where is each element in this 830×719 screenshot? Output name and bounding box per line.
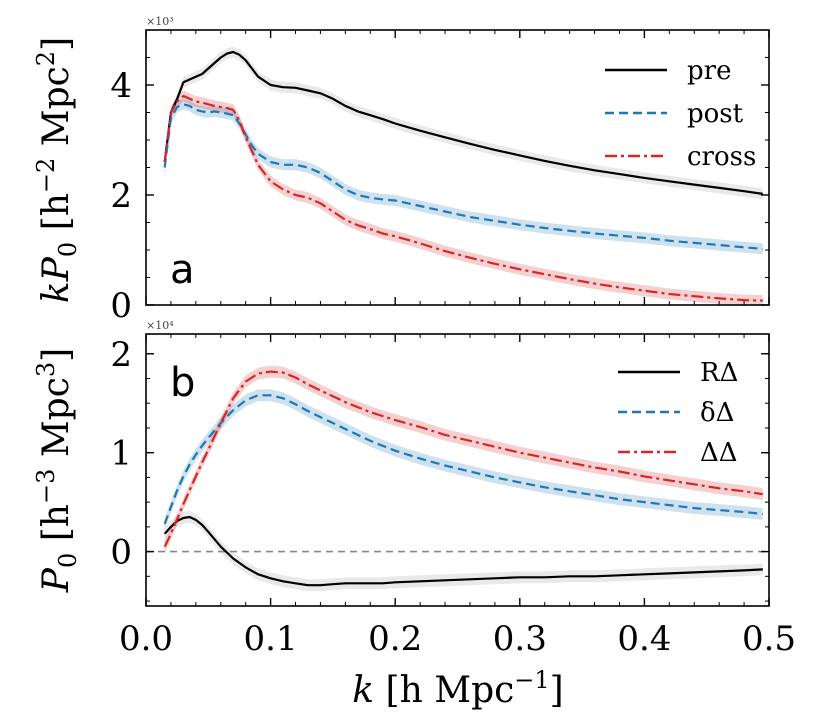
series-band-1 [164,511,763,592]
panel-b-bands [164,365,763,592]
series-band-2 [164,98,763,255]
panel-b-letter: b [170,360,195,406]
ytick-label: 0 [110,286,132,326]
xtick-label: 0.1 [244,619,298,659]
series-line-1 [163,50,763,195]
panel-a-frame [145,29,770,306]
series-line-2 [163,394,763,525]
panel-b-frame [145,333,770,607]
panel-a-ylabel: kP0 [h−2 Mpc2] [32,37,82,303]
panel-b-lines [163,370,763,587]
series-band-2 [164,389,763,530]
ytick-label: 1 [110,434,132,474]
legend-label-3: cross [687,142,756,172]
x-axis-label: k [h Mpc−1] [352,666,563,711]
series-band-1 [164,46,763,200]
panel-a: 0 2 4 ×10³ a pre post cross kP0 [h−2 Mpc2] [32,15,770,326]
panel-b-scale-note: ×10⁴ [146,319,174,332]
panel-b-ticks: 0 1 2 0.0 0.1 0.2 0.3 0.4 0.5 [110,334,796,659]
panel-a-legend: pre post cross [605,56,756,172]
panel-b-legend: RΔ δΔ ΔΔ [618,358,738,468]
legend-label-1: pre [687,56,731,86]
series-line-2 [163,103,763,250]
ytick-label: 4 [110,66,132,106]
ytick-label: 0 [110,533,132,573]
ytick-label: 2 [110,176,132,216]
panel-b: 0 1 2 0.0 0.1 0.2 0.3 0.4 0.5 ×10⁴ b RΔ δΔ ΔΔ P0 [… [32,319,796,659]
ytick-label: 2 [110,335,132,375]
panel-a-letter: a [170,247,195,293]
legend-label-2: δΔ [700,398,734,428]
xtick-label: 0.0 [119,619,173,659]
series-line-1 [163,515,763,587]
xtick-label: 0.4 [617,619,671,659]
panel-a-lines [163,50,763,302]
series-line-3 [163,94,763,302]
panel-a-bands [164,46,763,307]
xtick-label: 0.5 [742,619,796,659]
legend-label-1: RΔ [700,358,738,388]
xtick-label: 0.2 [368,619,422,659]
panel-a-ticks: 0 2 4 [110,29,770,326]
series-band-3 [164,90,763,307]
panel-b-ylabel: P0 [h−3 Mpc3] [32,348,82,593]
series-line-3 [163,370,763,548]
legend-label-2: post [687,99,744,129]
panel-a-scale-note: ×10³ [146,15,174,28]
legend-label-3: ΔΔ [700,438,738,468]
xtick-label: 0.3 [493,619,547,659]
